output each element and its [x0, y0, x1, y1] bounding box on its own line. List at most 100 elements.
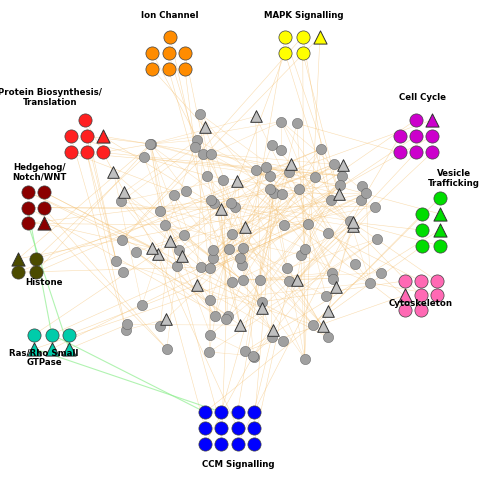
Point — [113, 257, 120, 265]
Point — [277, 146, 285, 153]
Point — [199, 150, 206, 158]
Text: Vesicle
Trafficking: Vesicle Trafficking — [428, 169, 479, 188]
Point — [31, 345, 38, 353]
Point — [148, 140, 155, 148]
Point — [132, 248, 139, 256]
Point — [178, 252, 185, 260]
Point — [138, 301, 146, 309]
Point — [40, 188, 47, 196]
Point — [319, 322, 327, 330]
Point — [266, 172, 274, 180]
Point — [250, 424, 258, 432]
Point — [417, 277, 424, 285]
Point — [156, 322, 164, 330]
Point — [231, 203, 239, 211]
Point — [240, 244, 247, 252]
Text: CCM Signalling: CCM Signalling — [202, 460, 275, 469]
Point — [32, 255, 40, 262]
Point — [234, 424, 241, 432]
Point — [196, 110, 204, 117]
Point — [301, 355, 308, 362]
Point — [193, 136, 201, 144]
Point — [419, 226, 426, 234]
Point — [436, 242, 444, 250]
Point — [412, 132, 420, 140]
Text: Histone: Histone — [25, 278, 62, 287]
Point — [40, 204, 47, 211]
Point — [48, 345, 56, 353]
Point — [217, 408, 225, 416]
Point — [241, 347, 249, 355]
Point — [258, 298, 265, 306]
Point — [234, 440, 241, 448]
Point — [228, 278, 236, 286]
Point — [81, 116, 89, 124]
Point — [349, 218, 356, 226]
Point — [201, 408, 209, 416]
Point — [250, 352, 257, 360]
Point — [436, 194, 444, 202]
Point — [412, 149, 420, 156]
Point — [396, 132, 404, 140]
Point — [270, 189, 278, 197]
Point — [205, 348, 213, 356]
Point — [401, 277, 409, 285]
Point — [32, 268, 40, 276]
Point — [285, 169, 293, 176]
Point — [322, 292, 330, 300]
Point — [197, 263, 205, 271]
Point — [295, 185, 303, 193]
Point — [285, 277, 293, 284]
Point — [193, 281, 201, 289]
Point — [428, 116, 436, 124]
Point — [324, 333, 332, 341]
Point — [250, 408, 258, 416]
Point — [417, 291, 424, 299]
Point — [329, 269, 336, 277]
Point — [252, 112, 260, 120]
Point — [412, 116, 420, 124]
Point — [338, 172, 345, 180]
Point — [324, 307, 332, 315]
Point — [224, 312, 232, 319]
Point — [48, 331, 56, 338]
Point — [220, 176, 228, 184]
Point — [316, 33, 324, 40]
Point — [351, 261, 359, 268]
Point — [180, 231, 187, 239]
Point — [401, 306, 409, 314]
Point — [207, 196, 215, 204]
Point — [277, 118, 285, 126]
Point — [252, 167, 260, 174]
Point — [226, 245, 233, 253]
Point — [99, 132, 106, 140]
Point — [209, 246, 217, 254]
Point — [278, 190, 285, 198]
Point — [191, 144, 199, 151]
Point — [239, 276, 247, 284]
Point — [236, 254, 243, 262]
Point — [217, 440, 225, 448]
Point — [239, 262, 246, 269]
Point — [217, 206, 225, 213]
Point — [293, 276, 301, 283]
Point — [250, 353, 258, 361]
Text: Cell Cycle: Cell Cycle — [399, 93, 446, 102]
Point — [234, 408, 241, 416]
Point — [119, 268, 127, 276]
Point — [83, 149, 91, 156]
Point — [182, 187, 190, 195]
Point — [148, 49, 156, 57]
Point — [241, 224, 249, 231]
Point — [234, 177, 241, 185]
Point — [211, 312, 219, 320]
Point — [162, 315, 170, 323]
Point — [173, 262, 181, 270]
Point — [120, 188, 127, 196]
Point — [268, 333, 275, 341]
Point — [24, 220, 32, 227]
Point — [332, 283, 340, 291]
Point — [165, 65, 172, 73]
Point — [309, 321, 317, 329]
Point — [281, 49, 289, 57]
